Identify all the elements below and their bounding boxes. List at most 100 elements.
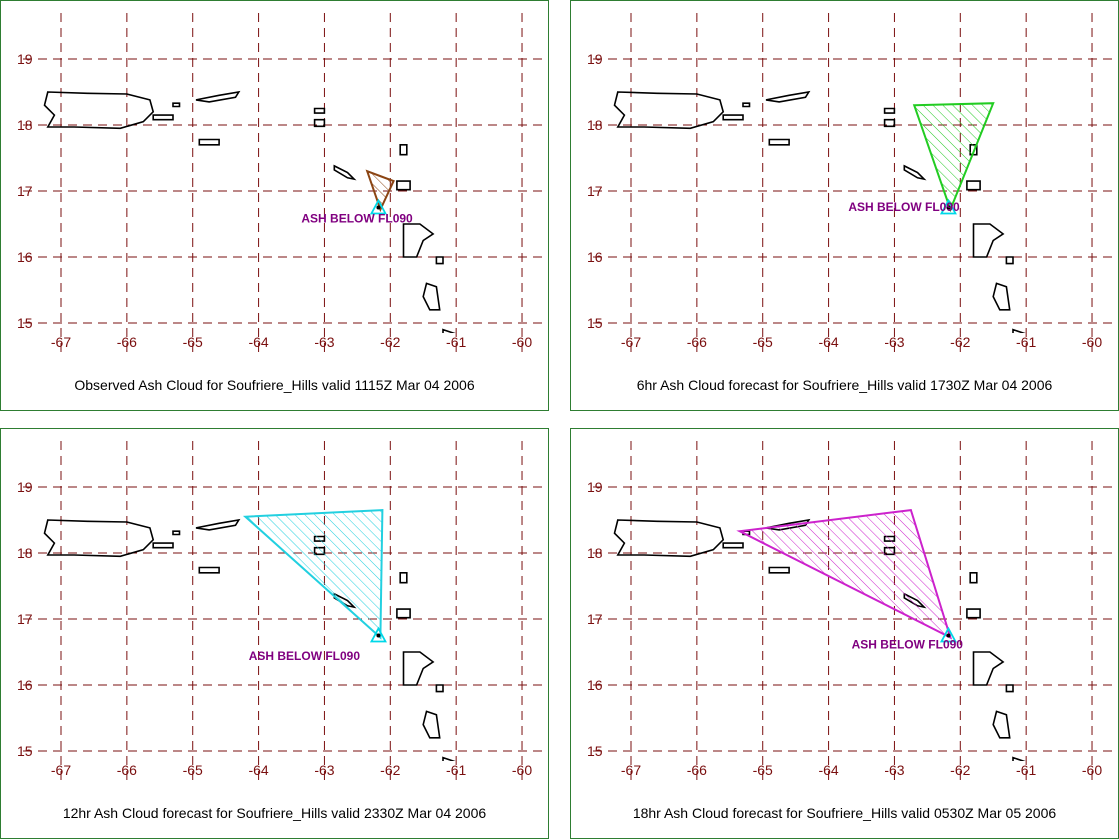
- lon-tick-label: -61: [1016, 762, 1036, 778]
- lat-tick-label: 16: [17, 677, 33, 693]
- lat-tick-label: 18: [17, 117, 33, 133]
- vieques-coast: [722, 114, 744, 121]
- lat-tick-label: 16: [587, 249, 603, 265]
- map-canvas: ASH BELOW FL090 19 18 17 16 15 -67 -66 -65 -64 -63…: [587, 13, 1117, 357]
- puerto-rico-coast: [613, 91, 725, 130]
- lat-tick-label: 16: [587, 677, 603, 693]
- ash-label: ASH BELOW FL090: [848, 200, 960, 214]
- lon-tick-label: -67: [51, 334, 71, 350]
- volcano-vent-dot: [946, 205, 951, 210]
- st-kitts-coast: [333, 164, 357, 181]
- lon-tick-label: -65: [183, 334, 203, 350]
- lon-tick-label: -63: [884, 334, 904, 350]
- lat-tick-label: 18: [587, 117, 603, 133]
- ash-cloud-polygon: [242, 509, 384, 640]
- guadeloupe-coast: [972, 223, 1005, 258]
- anguilla-coast: [313, 107, 326, 114]
- lon-tick-label: -63: [884, 762, 904, 778]
- ash-cloud-polygon: [736, 509, 953, 640]
- volcano-marker-icon: [939, 626, 957, 643]
- barbuda-coast: [969, 572, 978, 584]
- volcano-vent-dot: [946, 633, 951, 638]
- lat-tick-label: 15: [17, 315, 33, 331]
- volcano-marker-icon: [369, 198, 387, 215]
- lat-tick-label: 18: [587, 545, 603, 561]
- ash-label: ASH BELOW FL090: [249, 649, 361, 663]
- vieques-coast: [722, 542, 744, 549]
- barbuda-coast: [399, 572, 408, 584]
- st-croix-coast: [768, 566, 790, 574]
- lat-tick-label: 17: [587, 183, 603, 199]
- vieques-coast: [152, 542, 174, 549]
- antigua-coast: [966, 608, 981, 619]
- map-panel-1: ASH BELOW FL090 19 18 17 16 15 -67 -66 -65 -64 -63…: [0, 0, 549, 411]
- lon-tick-label: -61: [446, 762, 466, 778]
- panel-caption: 12hr Ash Cloud forecast for Soufriere_Hi…: [62, 805, 487, 821]
- lat-tick-label: 18: [17, 545, 33, 561]
- marie-galante-coast: [1005, 684, 1014, 693]
- lon-tick-label: -65: [753, 762, 773, 778]
- guadeloupe-coast: [402, 651, 435, 686]
- lat-tick-label: 15: [587, 743, 603, 759]
- lon-tick-label: -64: [818, 334, 838, 350]
- dominica-coast: [422, 710, 441, 739]
- panel-caption: 6hr Ash Cloud forecast for Soufriere_Hil…: [636, 377, 1053, 393]
- st-croix-coast: [198, 138, 220, 146]
- lon-tick-label: -60: [1082, 762, 1102, 778]
- map-panel-4: ASH BELOW FL090 19 18 17 16 15 -67 -66 -65 -64 -63…: [570, 428, 1119, 839]
- lat-tick-label: 16: [17, 249, 33, 265]
- map-canvas: ASH BELOW FL090 19 18 17 16 15 -67 -66 -65 -64 -63…: [587, 441, 1117, 785]
- st-croix-coast: [768, 138, 790, 146]
- barbuda-coast: [399, 144, 408, 156]
- lon-tick-label: -62: [380, 762, 400, 778]
- marie-galante-coast: [435, 256, 444, 265]
- map-canvas: ASH BELOW FL090 19 18 17 16 15 -67 -66 -65 -64 -63…: [17, 441, 547, 785]
- map-panel-2: ASH BELOW FL090 19 18 17 16 15 -67 -66 -65 -64 -63…: [570, 0, 1119, 411]
- puerto-rico-coast: [43, 91, 155, 130]
- ash-label: ASH BELOW FL090: [301, 212, 413, 226]
- lat-tick-label: 17: [587, 611, 603, 627]
- lon-tick-label: -67: [621, 762, 641, 778]
- virgin-islands-coast: [195, 90, 241, 103]
- volcano-marker-icon: [939, 198, 957, 215]
- lon-tick-label: -67: [621, 334, 641, 350]
- virgin-islands-coast: [765, 90, 811, 103]
- st-martin-coast: [883, 118, 896, 128]
- culebra-coast: [742, 102, 751, 108]
- ash-cloud-polygon: [912, 102, 995, 213]
- lon-tick-label: -65: [183, 762, 203, 778]
- lat-tick-label: 19: [587, 479, 603, 495]
- ash-cloud-polygon: [365, 169, 395, 213]
- guadeloupe-coast: [402, 223, 435, 258]
- culebra-coast: [172, 530, 181, 536]
- volcano-vent-dot: [376, 205, 381, 210]
- antigua-coast: [396, 608, 411, 619]
- lat-tick-label: 17: [17, 183, 33, 199]
- puerto-rico-coast: [613, 519, 725, 558]
- vieques-coast: [152, 114, 174, 121]
- st-martin-coast: [313, 118, 326, 128]
- lon-tick-label: -67: [51, 762, 71, 778]
- lat-tick-label: 19: [17, 51, 33, 67]
- marie-galante-coast: [435, 684, 444, 693]
- ash-label: ASH BELOW FL090: [852, 638, 964, 652]
- marie-galante-coast: [1005, 256, 1014, 265]
- antigua-coast: [966, 180, 981, 191]
- st-croix-coast: [198, 566, 220, 574]
- guadeloupe-coast: [972, 651, 1005, 686]
- map-canvas: ASH BELOW FL090 19 18 17 16 15 -67 -66 -65 -64 -63…: [17, 13, 547, 357]
- dominica-coast: [992, 282, 1011, 311]
- lon-tick-label: -60: [1082, 334, 1102, 350]
- lat-tick-label: 19: [587, 51, 603, 67]
- lat-tick-label: 17: [17, 611, 33, 627]
- lon-tick-label: -63: [314, 762, 334, 778]
- culebra-coast: [172, 102, 181, 108]
- lon-tick-label: -60: [512, 334, 532, 350]
- lat-tick-label: 15: [587, 315, 603, 331]
- panel-caption: 18hr Ash Cloud forecast for Soufriere_Hi…: [632, 805, 1057, 821]
- lon-tick-label: -62: [380, 334, 400, 350]
- antigua-coast: [396, 180, 411, 191]
- lon-tick-label: -65: [753, 334, 773, 350]
- st-kitts-coast: [903, 164, 927, 181]
- lon-tick-label: -66: [117, 762, 137, 778]
